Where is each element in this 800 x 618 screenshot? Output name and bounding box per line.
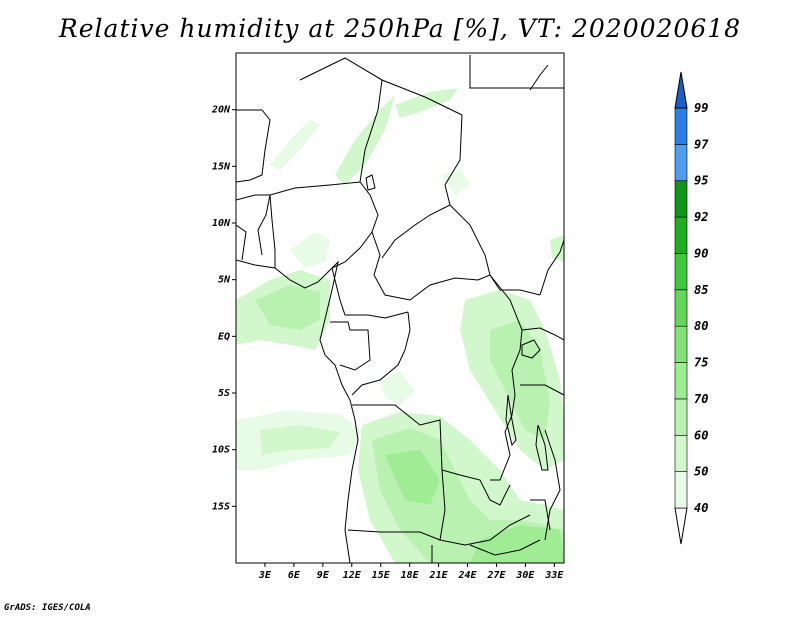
lat-tick-label: 20N [211,105,231,116]
colorbar-label: 92 [694,210,708,224]
border-chad-east [381,114,463,259]
colorbar: 40 50 60 70 75 80 85 90 92 95 97 99 [674,71,709,545]
border-nigeria [269,181,379,269]
border-benin [269,194,276,268]
latitude-ticks: 20N 15N 10N 5N EQ 5S 10S 15S [211,105,236,512]
colorbar-under-arrow [674,507,688,545]
border-drc-east [489,274,523,481]
country-borders [236,55,564,563]
colorbar-label: 97 [694,137,709,151]
longitude-ticks: 3E 6E 9E 12E 15E 18E 21E 24E 27E 30E 33E [258,563,564,581]
lon-tick-label: 3E [258,570,272,581]
lat-tick-label: 10S [212,445,230,456]
colorbar-segment [674,398,688,436]
lake-chad [365,174,376,191]
humidity-patch-north-3 [270,120,320,170]
border-drc-south [352,404,511,506]
colorbar-label: 40 [694,501,708,515]
border-uganda [521,327,564,341]
colorbar-segment [674,434,688,472]
border-libya [299,57,463,116]
lake-victoria [521,339,541,359]
lat-tick-label: EQ [218,331,230,342]
border-congo [351,311,411,396]
lon-tick-label: 27E [486,570,506,581]
humidity-patch-congo [380,372,415,405]
border-egypt [469,55,564,89]
humidity-patch-atlantic-core [260,425,340,455]
colorbar-label: 60 [694,428,708,442]
colorbar-label: 99 [694,101,708,115]
colorbar-label: 70 [694,392,708,406]
colorbar-label: 85 [694,283,708,297]
humidity-patch-southeast [470,525,564,563]
border-zimbabwe [469,539,541,556]
credit-label: GrADS: IGES/COLA [4,603,91,613]
lon-tick-label: 24E [457,570,477,581]
lon-tick-label: 6E [288,570,301,581]
colorbar-segment [674,107,688,145]
colorbar-segment [674,180,688,218]
map-frame [235,52,565,564]
border-malawi [530,499,551,531]
colorbar-segment [674,471,688,509]
border-chad-west [359,79,383,183]
coastline-red-sea [529,64,549,91]
border-car [371,231,491,301]
colorbar-segment [674,289,688,327]
colorbar-segment [674,144,688,182]
lat-tick-label: 15N [212,161,231,172]
colorbar-over-arrow [674,71,688,109]
lat-tick-label: 10N [212,218,231,229]
coastline-west [236,259,359,563]
border-tanzania [520,384,564,396]
humidity-patch-south-moist [385,450,440,505]
colorbar-label: 95 [694,174,708,188]
map-title: Relative humidity at 250hPa [%], VT: 202… [58,14,742,43]
lake-tanganyika [505,394,517,447]
lon-tick-label: 15E [372,570,391,581]
border-burkina [236,194,271,256]
humidity-patch-north-1 [335,95,395,185]
lat-tick-label: 5S [218,388,230,399]
lat-tick-label: 5N [218,275,231,286]
border-coast-ivory [236,224,247,261]
lon-tick-label: 12E [343,570,362,581]
colorbar-segment [674,253,688,291]
colorbar-label: 90 [694,246,708,260]
humidity-patch-nigeria [290,232,330,268]
humidity-patch-east-edge [550,235,564,262]
colorbar-segment [674,325,688,363]
lon-tick-label: 18E [401,570,420,581]
border-ethiopia [539,239,564,296]
border-gabon [330,321,371,371]
border-cameroon [331,267,409,319]
colorbar-segment [674,216,688,254]
lon-tick-label: 30E [515,570,535,581]
lat-tick-label: 15S [212,501,230,512]
humidity-patch-sudan [442,168,470,195]
colorbar-label: 75 [694,356,708,370]
lon-tick-label: 21E [429,570,449,581]
humidity-patch-east-core [490,320,550,440]
border-mali [236,109,271,183]
colorbar-segment [674,362,688,400]
border-angola-south [347,529,441,541]
colorbar-label: 80 [694,319,708,333]
lake-malawi [535,424,549,471]
lon-tick-label: 33E [544,570,564,581]
lon-tick-label: 9E [317,570,330,581]
colorbar-label: 50 [694,465,708,479]
humidity-field [236,88,564,563]
humidity-patch-north-2 [395,88,458,118]
border-zambia [439,469,531,546]
humidity-patch-gulf-core [255,285,320,330]
